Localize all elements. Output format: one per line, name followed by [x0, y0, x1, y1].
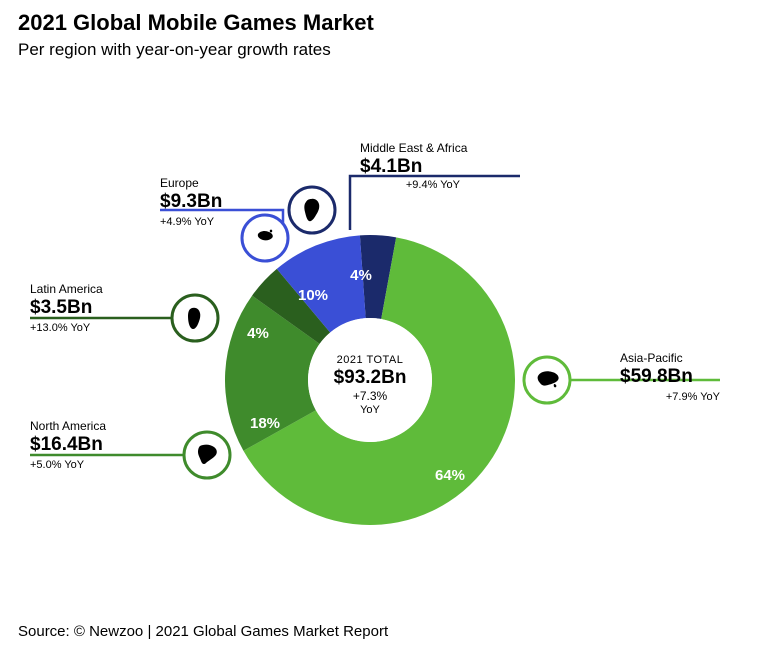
callout-value: $4.1Bn: [360, 156, 422, 177]
callout-yoy: +7.9% YoY: [666, 391, 721, 403]
callout-value: $16.4Bn: [30, 434, 103, 455]
callout-yoy: +4.9% YoY: [160, 216, 215, 228]
callout-name: North America: [30, 419, 106, 433]
center-value: $93.2Bn: [334, 367, 407, 388]
callout-name: Asia-Pacific: [620, 351, 683, 365]
slice-pct-label: 64%: [435, 467, 465, 484]
slice-pct-label: 18%: [250, 415, 280, 432]
callout-yoy: +9.4% YoY: [406, 179, 461, 191]
source: Source: © Newzoo | 2021 Global Games Mar…: [18, 623, 388, 640]
callout-name: Europe: [160, 176, 199, 190]
slice-pct-label: 4%: [247, 325, 269, 342]
slice-pct-label: 10%: [298, 287, 328, 304]
donut-chart: 4% 64% 18% 4% 10% 2021 TOTAL$93.2Bn+7.3%YoY Mi…: [0, 60, 775, 600]
center-label: 2021 TOTAL: [337, 354, 404, 366]
center-yoy-suffix: YoY: [360, 404, 380, 416]
title: 2021 Global Mobile Games Market: [18, 10, 374, 36]
callout-value: $9.3Bn: [160, 191, 222, 212]
callout-value: $3.5Bn: [30, 297, 92, 318]
callout-name: Latin America: [30, 282, 103, 296]
callout-yoy: +5.0% YoY: [30, 459, 85, 471]
callout-value: $59.8Bn: [620, 366, 693, 387]
callout-yoy: +13.0% YoY: [30, 322, 91, 334]
callout-name: Middle East & Africa: [360, 141, 468, 155]
subtitle: Per region with year-on-year growth rate…: [18, 40, 331, 60]
center-yoy: +7.3%: [353, 389, 388, 403]
slice-pct-label: 4%: [350, 267, 372, 284]
